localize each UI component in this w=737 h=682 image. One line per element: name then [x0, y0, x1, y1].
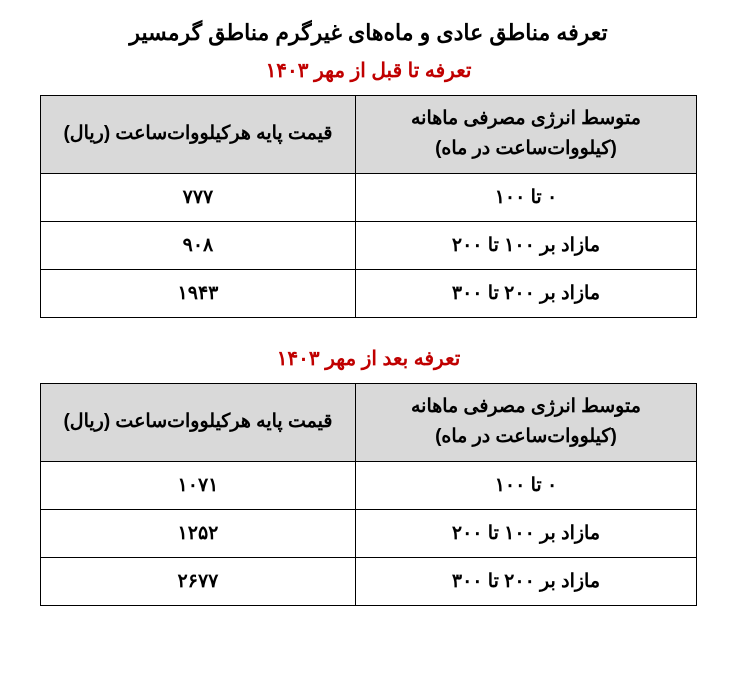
- section-before: تعرفه تا قبل از مهر ۱۴۰۳ متوسط انرژی مصر…: [40, 58, 697, 318]
- cell-price: ۹۰۸: [41, 221, 356, 269]
- header-range: متوسط انرژی مصرفی ماهانه (کیلووات‌ساعت د…: [355, 383, 696, 461]
- cell-range: مازاد بر ۱۰۰ تا ۲۰۰: [355, 221, 696, 269]
- table-row: ۰ تا ۱۰۰ ۱۰۷۱: [41, 461, 697, 509]
- header-price: قیمت پایه هرکیلووات‌ساعت (ریال): [41, 383, 356, 461]
- cell-price: ۱۲۵۲: [41, 509, 356, 557]
- cell-price: ۷۷۷: [41, 173, 356, 221]
- table-header-row: متوسط انرژی مصرفی ماهانه (کیلووات‌ساعت د…: [41, 96, 697, 174]
- table-header-row: متوسط انرژی مصرفی ماهانه (کیلووات‌ساعت د…: [41, 383, 697, 461]
- tariff-table-after: متوسط انرژی مصرفی ماهانه (کیلووات‌ساعت د…: [40, 383, 697, 606]
- table-row: مازاد بر ۲۰۰ تا ۳۰۰ ۲۶۷۷: [41, 557, 697, 605]
- cell-range: ۰ تا ۱۰۰: [355, 461, 696, 509]
- tariff-table-before: متوسط انرژی مصرفی ماهانه (کیلووات‌ساعت د…: [40, 95, 697, 318]
- table-row: مازاد بر ۲۰۰ تا ۳۰۰ ۱۹۴۳: [41, 269, 697, 317]
- cell-range: مازاد بر ۲۰۰ تا ۳۰۰: [355, 269, 696, 317]
- cell-price: ۲۶۷۷: [41, 557, 356, 605]
- cell-range: مازاد بر ۲۰۰ تا ۳۰۰: [355, 557, 696, 605]
- cell-price: ۱۹۴۳: [41, 269, 356, 317]
- section2-title: تعرفه بعد از مهر ۱۴۰۳: [40, 346, 697, 371]
- table-row: ۰ تا ۱۰۰ ۷۷۷: [41, 173, 697, 221]
- cell-range: ۰ تا ۱۰۰: [355, 173, 696, 221]
- cell-price: ۱۰۷۱: [41, 461, 356, 509]
- main-title: تعرفه مناطق عادی و ماه‌های غیرگرم مناطق …: [40, 20, 697, 46]
- section1-title: تعرفه تا قبل از مهر ۱۴۰۳: [40, 58, 697, 83]
- header-range: متوسط انرژی مصرفی ماهانه (کیلووات‌ساعت د…: [355, 96, 696, 174]
- header-price: قیمت پایه هرکیلووات‌ساعت (ریال): [41, 96, 356, 174]
- cell-range: مازاد بر ۱۰۰ تا ۲۰۰: [355, 509, 696, 557]
- table-row: مازاد بر ۱۰۰ تا ۲۰۰ ۹۰۸: [41, 221, 697, 269]
- section-after: تعرفه بعد از مهر ۱۴۰۳ متوسط انرژی مصرفی …: [40, 346, 697, 606]
- table-row: مازاد بر ۱۰۰ تا ۲۰۰ ۱۲۵۲: [41, 509, 697, 557]
